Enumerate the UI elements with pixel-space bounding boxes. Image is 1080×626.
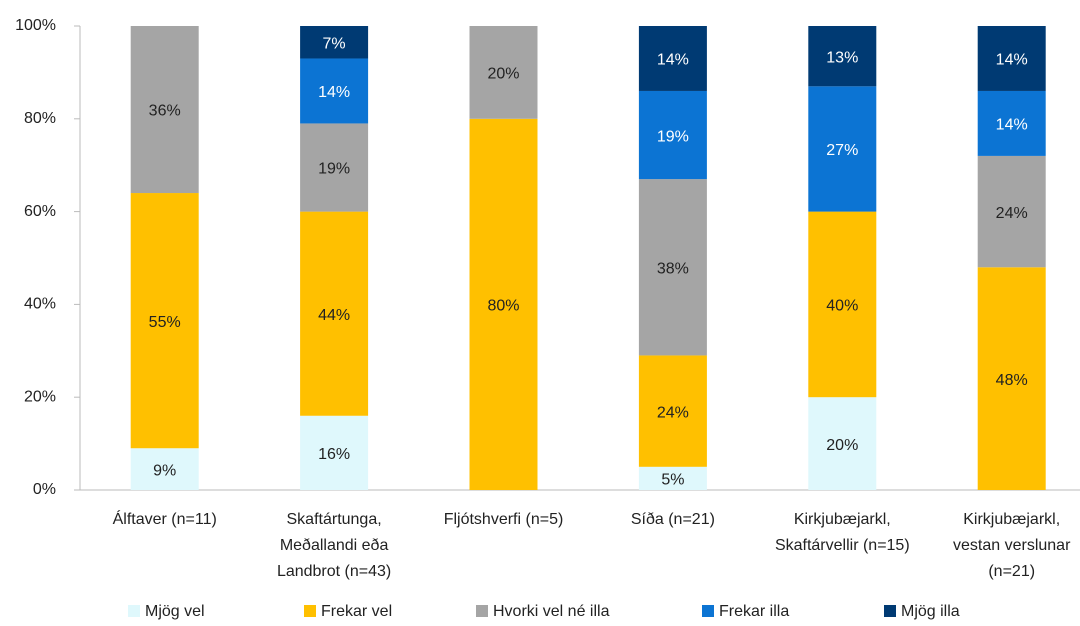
data-label: 13% xyxy=(826,49,858,66)
data-label: 48% xyxy=(996,372,1028,389)
bar-segment xyxy=(300,58,369,124)
data-label: 16% xyxy=(318,446,350,463)
data-label: 24% xyxy=(657,404,689,421)
bar-segment xyxy=(977,267,1046,490)
bar-segment xyxy=(638,26,707,91)
bar-segment xyxy=(300,211,369,416)
data-label: 14% xyxy=(996,52,1028,69)
bar-segment xyxy=(300,26,369,59)
bar-segment xyxy=(808,26,877,87)
bar-segment xyxy=(638,90,707,180)
y-tick-label: 60% xyxy=(24,203,56,220)
legend-swatch xyxy=(702,605,714,617)
data-label: 20% xyxy=(487,66,519,83)
data-label: 38% xyxy=(657,260,689,277)
data-label: 19% xyxy=(657,128,689,145)
legend-label: Hvorki vel né illa xyxy=(493,603,610,620)
data-label: 27% xyxy=(826,142,858,159)
data-label: 9% xyxy=(153,462,176,479)
y-tick-label: 80% xyxy=(24,110,56,127)
bar-segment xyxy=(977,26,1046,91)
bar-segment xyxy=(977,155,1046,268)
bar-segment xyxy=(638,179,707,356)
legend-swatch xyxy=(128,605,140,617)
x-tick-label: Síða (n=21) xyxy=(631,511,715,528)
bar-segment xyxy=(469,118,538,491)
data-label: 24% xyxy=(996,205,1028,222)
data-label: 55% xyxy=(149,314,181,331)
data-label: 44% xyxy=(318,307,350,324)
x-tick-label: Fljótshverfi (n=5) xyxy=(444,511,564,528)
bar-segment xyxy=(638,355,707,467)
bar-segment xyxy=(130,26,199,194)
y-tick-label: 20% xyxy=(24,388,56,405)
y-tick-label: 100% xyxy=(15,17,56,34)
data-label: 20% xyxy=(826,437,858,454)
bar-segment xyxy=(808,397,877,490)
x-tick-label: Kirkjubæjarkl, Skaftárvellir (n=15) xyxy=(775,511,910,554)
legend-swatch xyxy=(304,605,316,617)
legend-label: Mjög illa xyxy=(901,603,960,620)
data-label: 7% xyxy=(323,35,346,52)
legend-label: Frekar illa xyxy=(719,603,789,620)
data-label: 5% xyxy=(661,472,684,489)
bar-segment xyxy=(808,211,877,398)
data-label: 14% xyxy=(996,117,1028,134)
data-label: 40% xyxy=(826,298,858,315)
legend-label: Mjög vel xyxy=(145,603,205,620)
bar-segment xyxy=(808,86,877,212)
data-label: 80% xyxy=(487,298,519,315)
data-label: 14% xyxy=(657,52,689,69)
bar-segment xyxy=(130,193,199,449)
y-tick-label: 40% xyxy=(24,296,56,313)
data-label: 19% xyxy=(318,161,350,178)
x-tick-label: Skaftártunga, Meðallandi eða Landbrot (n=4… xyxy=(277,511,391,580)
x-tick-label: Kirkjubæjarkl, vestan verslunar (n=21) xyxy=(953,511,1071,580)
bar-segment xyxy=(469,26,538,119)
legend-label: Frekar vel xyxy=(321,603,392,620)
bar-segment xyxy=(300,123,369,212)
data-label: 36% xyxy=(149,103,181,120)
x-tick-label: Álftaver (n=11) xyxy=(113,509,217,528)
bar-segment xyxy=(300,415,369,490)
y-tick-label: 0% xyxy=(33,481,56,498)
data-label: 14% xyxy=(318,84,350,101)
legend-swatch xyxy=(476,605,488,617)
bar-segment xyxy=(977,90,1046,156)
bar-segment xyxy=(638,466,707,490)
bar-segment xyxy=(130,448,199,490)
legend-swatch xyxy=(884,605,896,617)
